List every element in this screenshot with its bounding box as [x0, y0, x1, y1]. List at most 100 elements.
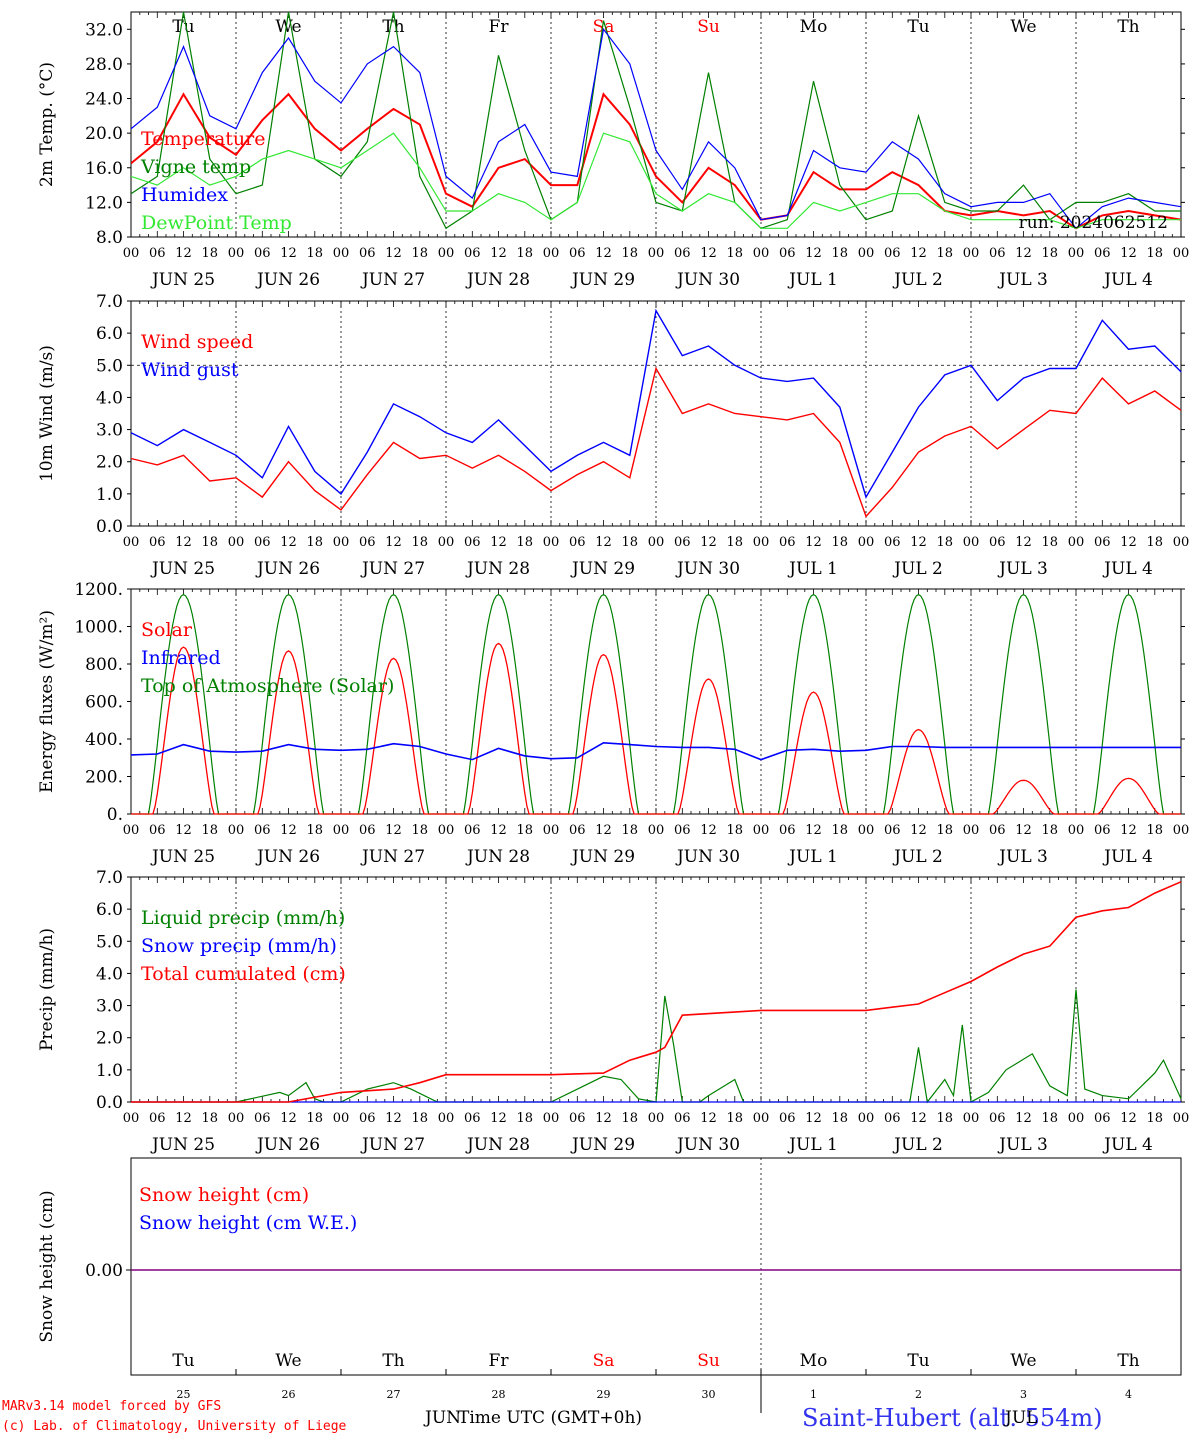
wind-hour-label: 06 — [464, 535, 481, 550]
precip-date-label: JUN 26 — [255, 1135, 320, 1155]
precip-date-label: JUN 27 — [360, 1135, 425, 1155]
wind-ytick-label: 1.0 — [96, 485, 123, 505]
energy-ytick-label: 1000. — [74, 618, 123, 638]
energy-hour-label: 00 — [333, 823, 350, 838]
panel-temperature: 8.0 12.0 16.0 20.0 24.0 28.0 32.0 2m Temp. (°C)… — [37, 11, 1189, 290]
temp-day-name: Tu — [172, 17, 194, 37]
temperature-hour-label: 06 — [1094, 246, 1111, 261]
energy-hour-label: 00 — [1173, 823, 1190, 838]
energy-hour-label: 18 — [621, 823, 638, 838]
precip-hour-label: 18 — [201, 1111, 218, 1126]
precip-hour-label: 12 — [595, 1111, 612, 1126]
temperature-ytick-label: 24.0 — [85, 90, 123, 110]
temperature-hour-label: 00 — [228, 246, 245, 261]
energy-hour-label: 00 — [858, 823, 875, 838]
snow-day-name: Su — [697, 1351, 720, 1371]
wind-hour-label: 00 — [963, 535, 980, 550]
wind-ylabel: 10m Wind (m/s) — [37, 345, 57, 482]
temperature-date-label: JUL 1 — [787, 270, 838, 290]
precip-hour-label: 12 — [280, 1111, 297, 1126]
precip-hour-label: 18 — [1146, 1111, 1163, 1126]
precip-date-label: JUL 2 — [892, 1135, 943, 1155]
temperature-hour-label: 06 — [464, 246, 481, 261]
wind-hour-label: 00 — [753, 535, 770, 550]
temperature-hour-label: 00 — [648, 246, 665, 261]
energy-hour-label: 12 — [385, 823, 402, 838]
wind-date-label: JUN 26 — [255, 559, 320, 579]
energy-hour-label: 12 — [700, 823, 717, 838]
wind-hour-label: 18 — [516, 535, 533, 550]
panel-snow: Snow height (cm) — [37, 1157, 1182, 1413]
temperature-hour-label: 12 — [280, 246, 297, 261]
precip-date-label: JUL 1 — [787, 1135, 838, 1155]
temperature-hour-label: 06 — [884, 246, 901, 261]
precip-hour-label: 12 — [700, 1111, 717, 1126]
precip-ytick-label: 7.0 — [96, 868, 123, 888]
wind-hour-label: 06 — [674, 535, 691, 550]
energy-hour-label: 18 — [411, 823, 428, 838]
energy-hour-label: 06 — [1094, 823, 1111, 838]
wind-hour-label: 12 — [700, 535, 717, 550]
precip-hour-label: 06 — [989, 1111, 1006, 1126]
wind-date-label: JUN 28 — [465, 559, 530, 579]
wind-hour-label: 12 — [490, 535, 507, 550]
wind-hour-label: 12 — [1120, 535, 1137, 550]
temperature-date-label: JUN 25 — [150, 270, 215, 290]
wind-ytick-label: 7.0 — [96, 292, 123, 312]
temp-day-name: We — [275, 17, 301, 37]
wind-date-label: JUN 29 — [570, 559, 635, 579]
temperature-ytick-label: 20.0 — [85, 124, 123, 144]
energy-hour-label: 00 — [543, 823, 560, 838]
wind-hour-label: 06 — [779, 535, 796, 550]
wind-hour-label: 18 — [831, 535, 848, 550]
wind-hour-label: 06 — [884, 535, 901, 550]
wind-hour-label: 00 — [123, 535, 140, 550]
temperature-ylabel: 2m Temp. (°C) — [37, 62, 57, 187]
precip-series-green — [131, 989, 1182, 1104]
temp-series-blue — [131, 27, 1181, 230]
energy-hour-label: 12 — [1015, 823, 1032, 838]
precip-legend-red: Total cumulated (cm) — [141, 963, 346, 985]
temp-day-name: Th — [1117, 17, 1139, 37]
energy-date-label: JUL 2 — [892, 847, 943, 867]
wind-hour-label: 12 — [805, 535, 822, 550]
temperature-hour-label: 06 — [674, 246, 691, 261]
energy-hour-label: 00 — [753, 823, 770, 838]
wind-date-label: JUN 27 — [360, 559, 425, 579]
energy-hour-label: 18 — [516, 823, 533, 838]
snow-day-number: 30 — [702, 1388, 716, 1401]
energy-hour-label: 00 — [1068, 823, 1085, 838]
precip-ytick-label: 6.0 — [96, 900, 123, 920]
energy-hour-label: 06 — [779, 823, 796, 838]
snow-day-name: Th — [382, 1351, 404, 1371]
precip-hour-label: 18 — [411, 1111, 428, 1126]
temperature-hour-label: 12 — [385, 246, 402, 261]
precip-date-label: JUL 3 — [997, 1135, 1048, 1155]
energy-date-label: JUN 27 — [360, 847, 425, 867]
wind-hour-label: 06 — [254, 535, 271, 550]
precip-ytick-label: 4.0 — [96, 964, 123, 984]
temperature-hour-label: 18 — [411, 246, 428, 261]
snow-day-number: 4 — [1125, 1388, 1132, 1401]
energy-hour-label: 18 — [306, 823, 323, 838]
temp-series-group — [131, 12, 1181, 230]
energy-ytick-label: 0. — [107, 805, 123, 825]
precip-ytick-label: 3.0 — [96, 997, 123, 1017]
temp-day-name: Mo — [800, 17, 828, 37]
wind-series-blue — [130, 308, 1182, 499]
temperature-hour-label: 06 — [989, 246, 1006, 261]
wind-hour-label: 18 — [306, 535, 323, 550]
temperature-hour-label: 00 — [333, 246, 350, 261]
snow-legend-blue: Snow height (cm W.E.) — [139, 1212, 357, 1234]
temperature-hour-label: 00 — [123, 246, 140, 261]
precip-hour-label: 12 — [910, 1111, 927, 1126]
precip-hour-label: 18 — [621, 1111, 638, 1126]
precip-hour-label: 00 — [543, 1111, 560, 1126]
precip-hour-label: 12 — [385, 1111, 402, 1126]
temperature-hour-label: 12 — [1015, 246, 1032, 261]
precip-hour-label: 06 — [254, 1111, 271, 1126]
snow-ytick-label: 0.00 — [85, 1261, 123, 1281]
precip-hour-label: 12 — [1015, 1111, 1032, 1126]
precip-hour-label: 06 — [464, 1111, 481, 1126]
